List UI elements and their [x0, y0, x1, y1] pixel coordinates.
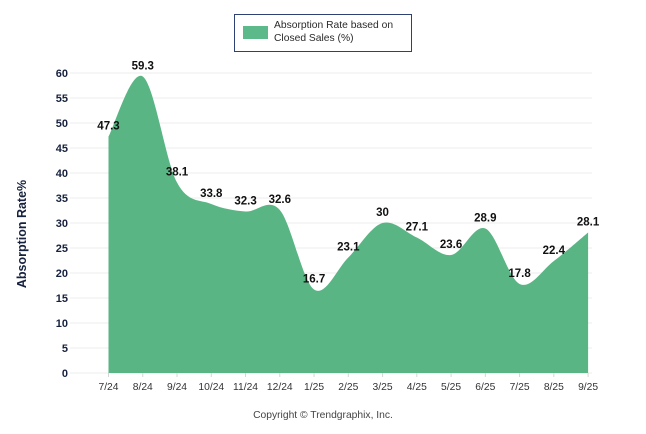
svg-text:38.1: 38.1: [166, 167, 189, 179]
svg-text:9/24: 9/24: [167, 382, 187, 393]
svg-text:32.3: 32.3: [234, 196, 256, 208]
svg-text:30: 30: [376, 207, 389, 219]
svg-text:5/25: 5/25: [441, 382, 461, 393]
svg-text:7/25: 7/25: [510, 382, 530, 393]
svg-text:30: 30: [56, 218, 68, 230]
svg-text:12/24: 12/24: [267, 382, 293, 393]
svg-text:22.4: 22.4: [543, 245, 566, 257]
svg-text:28.1: 28.1: [577, 217, 600, 229]
svg-text:16.7: 16.7: [303, 274, 325, 286]
svg-text:5: 5: [62, 343, 68, 355]
svg-text:1/25: 1/25: [304, 382, 324, 393]
svg-text:45: 45: [56, 143, 68, 155]
svg-text:8/24: 8/24: [133, 382, 153, 393]
svg-text:10: 10: [56, 318, 68, 330]
svg-text:28.9: 28.9: [474, 213, 496, 225]
svg-text:60: 60: [56, 68, 68, 80]
svg-text:9/25: 9/25: [578, 382, 598, 393]
svg-text:35: 35: [56, 193, 68, 205]
svg-text:20: 20: [56, 268, 68, 280]
svg-text:10/24: 10/24: [198, 382, 224, 393]
svg-text:27.1: 27.1: [406, 222, 429, 234]
svg-text:23.6: 23.6: [440, 239, 462, 251]
svg-text:6/25: 6/25: [475, 382, 495, 393]
svg-text:32.6: 32.6: [269, 194, 291, 206]
svg-text:4/25: 4/25: [407, 382, 427, 393]
svg-text:17.8: 17.8: [508, 268, 531, 280]
svg-text:23.1: 23.1: [337, 242, 360, 254]
svg-text:8/25: 8/25: [544, 382, 564, 393]
svg-text:25: 25: [56, 243, 68, 255]
svg-text:3/25: 3/25: [373, 382, 393, 393]
svg-text:59.3: 59.3: [132, 61, 154, 73]
svg-text:47.3: 47.3: [97, 121, 119, 133]
svg-text:7/24: 7/24: [98, 382, 118, 393]
svg-text:40: 40: [56, 168, 68, 180]
svg-text:50: 50: [56, 118, 68, 130]
svg-text:2/25: 2/25: [338, 382, 358, 393]
svg-text:33.8: 33.8: [200, 188, 223, 200]
svg-text:55: 55: [56, 93, 68, 105]
svg-text:0: 0: [62, 368, 68, 380]
svg-text:11/24: 11/24: [233, 382, 258, 393]
svg-text:15: 15: [56, 293, 68, 305]
